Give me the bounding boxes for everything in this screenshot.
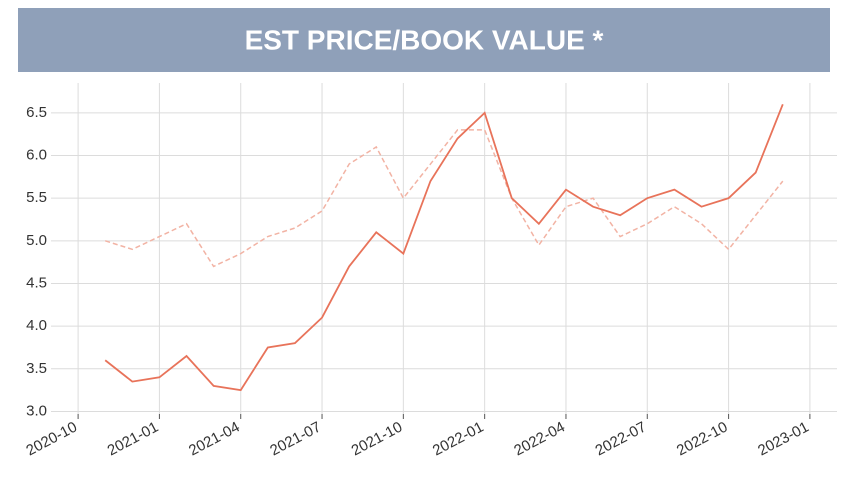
y-tick-label: 3.0 bbox=[26, 402, 47, 419]
y-tick-label: 3.5 bbox=[26, 360, 47, 377]
x-tick-label: 2023-01 bbox=[755, 419, 812, 460]
y-tick-label: 4.0 bbox=[26, 317, 47, 334]
x-tick-label: 2021-01 bbox=[105, 419, 162, 460]
x-tick-label: 2022-01 bbox=[430, 419, 487, 460]
x-tick-label: 2021-04 bbox=[186, 419, 243, 460]
y-tick-label: 5.5 bbox=[26, 189, 47, 206]
x-tick-label: 2022-04 bbox=[511, 419, 568, 460]
x-tick-label: 2022-10 bbox=[674, 419, 731, 460]
title-bar bbox=[18, 8, 830, 72]
y-tick-label: 4.5 bbox=[26, 274, 47, 291]
line-series bbox=[104, 103, 784, 392]
x-tick-label: 2022-07 bbox=[593, 419, 650, 460]
x-tick-label: 2020-10 bbox=[23, 419, 80, 460]
line-series bbox=[104, 129, 784, 268]
y-tick-label: 6.5 bbox=[26, 104, 47, 121]
x-tick-label: 2021-07 bbox=[267, 419, 324, 460]
y-tick-label: 6.0 bbox=[26, 146, 47, 163]
x-tick-label: 2021-10 bbox=[349, 419, 406, 460]
y-tick-label: 5.0 bbox=[26, 232, 47, 249]
chart-title: EST PRICE/BOOK VALUE * bbox=[245, 24, 604, 55]
